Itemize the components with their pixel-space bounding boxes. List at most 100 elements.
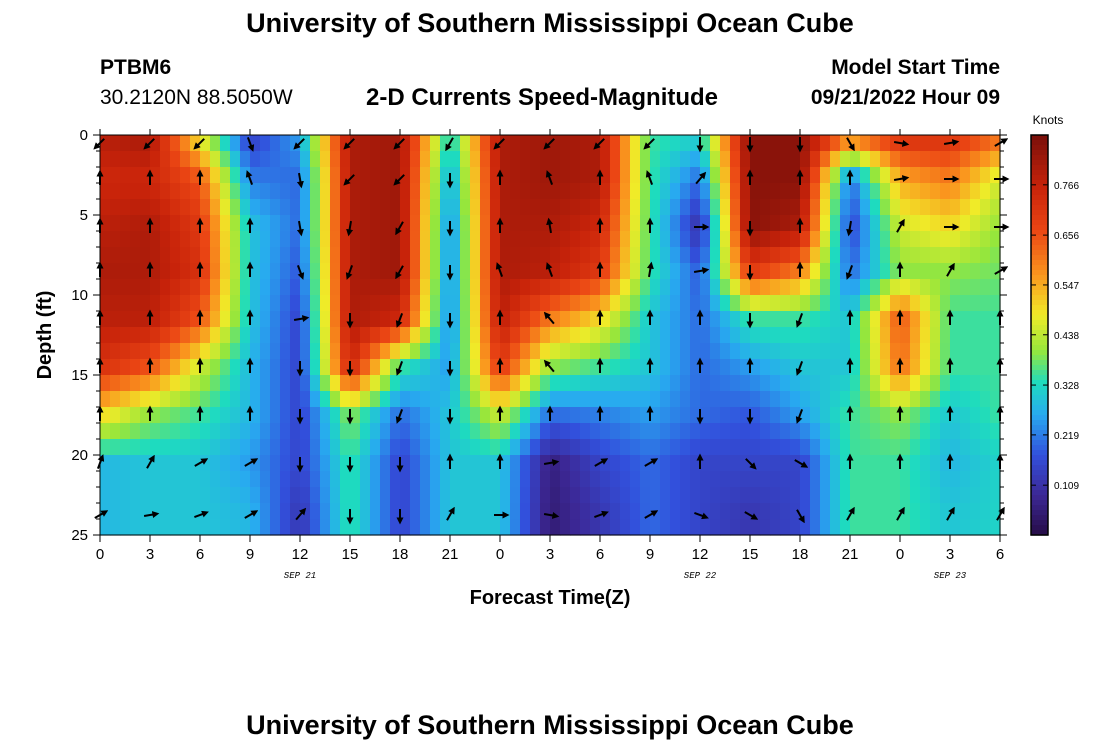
heat-cell <box>290 391 301 408</box>
heat-cell <box>210 519 221 536</box>
heat-cell <box>980 375 991 392</box>
heat-cell <box>670 391 681 408</box>
heat-cell <box>590 167 601 184</box>
heat-cell <box>230 263 241 280</box>
heat-cell <box>510 359 521 376</box>
heat-cell <box>580 455 591 472</box>
heat-cell <box>580 263 591 280</box>
heat-cell <box>960 423 971 440</box>
heat-cell <box>400 343 411 360</box>
heat-cell <box>410 407 421 424</box>
heat-cell <box>580 311 591 328</box>
heat-cell <box>430 343 441 360</box>
heat-cell <box>330 231 341 248</box>
heat-cell <box>890 359 901 376</box>
heat-cell <box>380 183 391 200</box>
heat-cell <box>810 135 821 152</box>
heat-cell <box>620 407 631 424</box>
heat-cell <box>140 183 151 200</box>
heat-cell <box>720 471 731 488</box>
heat-cell <box>690 455 701 472</box>
colorbar-segment <box>1031 290 1048 296</box>
heat-cell <box>160 263 171 280</box>
heat-cell <box>490 311 501 328</box>
heat-cell <box>610 199 621 216</box>
heat-cell <box>170 135 181 152</box>
heat-cell <box>520 151 531 168</box>
heat-cell <box>740 391 751 408</box>
heat-cell <box>690 135 701 152</box>
x-tick-label: 9 <box>646 546 654 563</box>
heat-cell <box>800 487 811 504</box>
heat-cell <box>430 407 441 424</box>
heat-cell <box>620 519 631 536</box>
heat-cell <box>140 199 151 216</box>
heat-cell <box>370 519 381 536</box>
heat-cell <box>230 231 241 248</box>
heat-cell <box>200 519 211 536</box>
heat-cell <box>980 391 991 408</box>
heat-cell <box>940 487 951 504</box>
heat-cell <box>390 439 401 456</box>
heat-cell <box>270 311 281 328</box>
x-tick-label: 0 <box>896 546 904 563</box>
heat-cell <box>160 407 171 424</box>
heat-cell <box>620 215 631 232</box>
heat-cell <box>860 423 871 440</box>
heat-cell <box>260 263 271 280</box>
heat-cell <box>950 439 961 456</box>
heat-cell <box>850 167 861 184</box>
heat-cell <box>520 439 531 456</box>
heat-cell <box>780 167 791 184</box>
heat-cell <box>650 327 661 344</box>
heat-cell <box>270 295 281 312</box>
heat-cell <box>310 439 321 456</box>
current-arrow <box>395 313 404 328</box>
heat-cell <box>790 231 801 248</box>
heat-cell <box>640 343 651 360</box>
heat-cell <box>100 311 111 328</box>
heat-cell <box>610 263 621 280</box>
heat-cell <box>570 471 581 488</box>
heat-cell <box>680 295 691 312</box>
heat-cell <box>570 455 581 472</box>
heat-cell <box>990 359 1001 376</box>
heat-cell <box>440 135 451 152</box>
heat-cell <box>100 471 111 488</box>
heat-cell <box>120 167 131 184</box>
x-tick-label: 6 <box>196 546 204 563</box>
colorbar-segment <box>1031 275 1048 281</box>
current-arrow <box>593 138 605 150</box>
heat-cell <box>390 231 401 248</box>
heat-cell <box>750 183 761 200</box>
heat-cell <box>860 359 871 376</box>
heat-cell <box>110 199 121 216</box>
heat-cell <box>330 455 341 472</box>
heat-cell <box>590 503 601 520</box>
heat-cell <box>930 311 941 328</box>
heat-cell <box>850 487 861 504</box>
heat-cell <box>800 327 811 344</box>
heat-cell <box>260 135 271 152</box>
heat-cell <box>430 375 441 392</box>
heat-cell <box>220 247 231 264</box>
heat-cell <box>640 439 651 456</box>
heat-cell <box>760 135 771 152</box>
heat-cell <box>530 215 541 232</box>
heat-cell <box>690 391 701 408</box>
heat-cell <box>290 247 301 264</box>
heat-cell <box>470 135 481 152</box>
heat-cell <box>210 343 221 360</box>
heat-cell <box>660 295 671 312</box>
heat-cell <box>880 151 891 168</box>
heat-cell <box>840 279 851 296</box>
heat-cell <box>620 423 631 440</box>
heat-cell <box>850 391 861 408</box>
heat-cell <box>240 391 251 408</box>
heat-cell <box>270 135 281 152</box>
heat-cell <box>850 231 861 248</box>
heat-cell <box>810 167 821 184</box>
heat-cell <box>610 167 621 184</box>
heat-cell <box>590 247 601 264</box>
current-arrow <box>445 137 454 152</box>
